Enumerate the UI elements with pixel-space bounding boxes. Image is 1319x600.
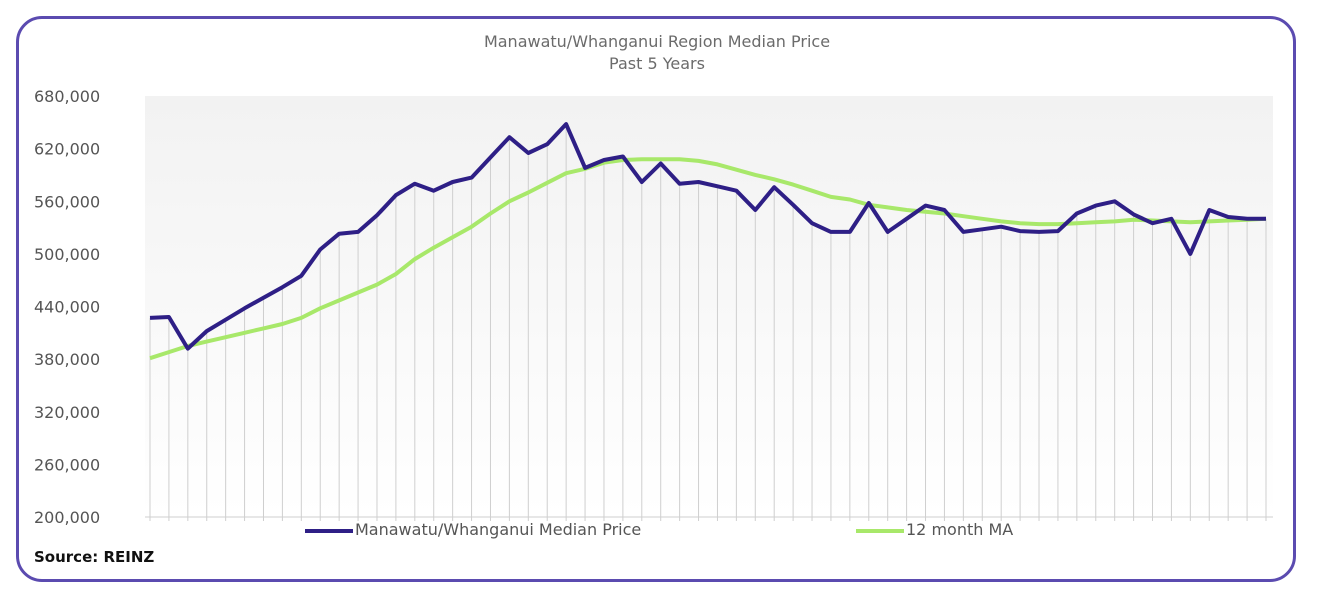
source-note: Source: REINZ [34, 548, 155, 566]
chart-title: Manawatu/Whanganui Region Median Price [484, 32, 830, 51]
legend-label-median-price: Manawatu/Whanganui Median Price [355, 520, 641, 539]
series-line-median-price [149, 122, 1266, 351]
y-tick-label: 380,000 [34, 350, 100, 369]
y-tick-label: 560,000 [34, 192, 100, 211]
chart-subtitle: Past 5 Years [609, 54, 705, 73]
legend-label-12-month-ma: 12 month MA [906, 520, 1013, 539]
y-tick-label: 440,000 [34, 298, 100, 317]
series-line-12-month-ma [149, 157, 1267, 361]
y-tick-label: 680,000 [34, 87, 100, 106]
y-tick-label: 320,000 [34, 403, 100, 422]
y-tick-label: 200,000 [34, 508, 100, 527]
legend: Manawatu/Whanganui Median Price 12 month… [305, 520, 1013, 539]
y-tick-label: 500,000 [34, 245, 100, 264]
y-tick-label: 260,000 [34, 455, 100, 474]
y-axis: 680,000 620,000 560,000 500,000 440,000 380,0… [34, 87, 100, 527]
plot-background [145, 96, 1273, 517]
y-tick-label: 620,000 [34, 140, 100, 159]
